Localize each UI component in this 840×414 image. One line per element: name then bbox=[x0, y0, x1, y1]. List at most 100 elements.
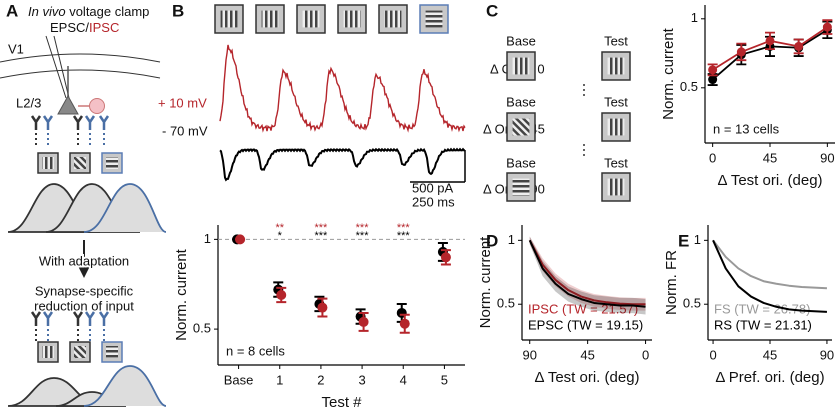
y-tick-label: 1 bbox=[694, 232, 701, 247]
point bbox=[822, 22, 832, 32]
currents-text: EPSC/IPSC bbox=[50, 20, 119, 35]
x-tick-label: 0 bbox=[709, 347, 716, 362]
x-tick-label: 90 bbox=[820, 347, 834, 362]
line bbox=[528, 239, 646, 306]
x-axis-label: Test # bbox=[321, 394, 362, 411]
significance: *** bbox=[356, 222, 370, 234]
y-tick-label: 0.5 bbox=[193, 321, 211, 336]
receptor bbox=[84, 311, 96, 326]
test-label: Test bbox=[604, 33, 628, 48]
grating-stripes bbox=[607, 57, 625, 75]
method: voltage clamp bbox=[69, 4, 149, 19]
x-tick-label: 90 bbox=[820, 150, 834, 165]
cortex-surface bbox=[0, 53, 161, 63]
holding-label: - 70 mV bbox=[162, 123, 208, 138]
panel-label: C bbox=[486, 1, 498, 20]
scale-label: 250 ms bbox=[412, 194, 455, 209]
line bbox=[528, 239, 646, 308]
grating-stripes bbox=[220, 10, 238, 28]
test-label: Test bbox=[604, 155, 628, 170]
arrow-head bbox=[78, 266, 90, 278]
test-label: Test bbox=[604, 94, 628, 109]
result-label: reduction of input bbox=[34, 298, 134, 313]
neuron bbox=[57, 94, 79, 115]
y-axis-label: Norm. FR bbox=[663, 250, 680, 315]
x-tick-label: 0 bbox=[709, 150, 716, 165]
point bbox=[399, 318, 410, 329]
receptors bbox=[30, 115, 110, 146]
point bbox=[235, 234, 246, 245]
grating-stripes bbox=[512, 118, 530, 136]
annotation: n = 8 cells bbox=[226, 343, 285, 358]
y-tick-label: 1 bbox=[204, 231, 211, 246]
x-tick-label: Base bbox=[224, 372, 254, 387]
grating-stripes bbox=[302, 10, 320, 28]
error-band bbox=[529, 236, 646, 311]
point bbox=[765, 36, 775, 46]
grating-stripes bbox=[425, 10, 443, 28]
significance: *** bbox=[314, 222, 328, 234]
receptor bbox=[42, 311, 54, 326]
panel-label: D bbox=[486, 231, 498, 250]
y-tick-label: 0.5 bbox=[497, 296, 515, 311]
line bbox=[712, 239, 827, 313]
interneuron bbox=[89, 98, 105, 114]
base-label: Base bbox=[506, 155, 536, 170]
x-tick-label: 0 bbox=[642, 347, 649, 362]
x-tick-label: 1 bbox=[276, 372, 283, 387]
panel-label: A bbox=[6, 1, 18, 20]
ipsc: IPSC bbox=[89, 20, 119, 35]
x-axis-label: Δ Test ori. (deg) bbox=[717, 172, 822, 189]
electrode bbox=[53, 35, 70, 99]
grating-stripes bbox=[512, 178, 530, 196]
grating-stripes bbox=[512, 57, 530, 75]
significance: *** bbox=[397, 222, 411, 234]
receptor bbox=[84, 115, 96, 130]
grating-stripes bbox=[607, 178, 625, 196]
grating-stripes bbox=[261, 10, 279, 28]
tuning-curve bbox=[83, 183, 167, 233]
grating-stripes bbox=[74, 346, 86, 358]
point bbox=[317, 302, 328, 313]
significance: *** bbox=[397, 230, 411, 242]
method-italic: In vivo bbox=[28, 4, 66, 19]
significance: *** bbox=[356, 230, 370, 242]
point bbox=[794, 41, 804, 51]
annotation: n = 13 cells bbox=[713, 121, 780, 136]
epsc-trace bbox=[219, 147, 465, 182]
grating-stripes bbox=[384, 10, 402, 28]
x-tick-label: 4 bbox=[400, 372, 407, 387]
x-tick-label: 45 bbox=[763, 347, 777, 362]
point bbox=[276, 290, 287, 300]
x-axis-label: Δ Pref. ori. (deg) bbox=[715, 369, 824, 386]
y-axis-label: Norm. current bbox=[173, 248, 190, 341]
y-tick-label: 0.5 bbox=[680, 79, 698, 94]
error-band bbox=[529, 236, 646, 315]
receptor bbox=[30, 115, 42, 130]
x-tick-label: 2 bbox=[317, 372, 324, 387]
grating bbox=[601, 51, 631, 81]
point bbox=[708, 65, 718, 75]
tuning-curve bbox=[83, 365, 167, 407]
x-tick-label: 45 bbox=[763, 150, 777, 165]
holding-label: + 10 mV bbox=[158, 95, 207, 110]
point bbox=[358, 316, 369, 327]
receptor bbox=[98, 311, 110, 326]
receptor bbox=[98, 115, 110, 130]
base-label: Base bbox=[506, 33, 536, 48]
receptors bbox=[30, 311, 110, 342]
significance: * bbox=[278, 230, 283, 242]
y-tick-label: 1 bbox=[691, 10, 698, 25]
receptor bbox=[42, 115, 54, 130]
epsc: EPSC/ bbox=[50, 20, 89, 35]
electrode bbox=[45, 35, 67, 99]
scale-label: 500 pA bbox=[412, 180, 454, 195]
x-tick-label: 5 bbox=[441, 372, 448, 387]
base-label: Base bbox=[506, 94, 536, 109]
receptor bbox=[72, 115, 84, 130]
significance: *** bbox=[314, 230, 328, 242]
panel-label: E bbox=[678, 231, 689, 250]
grating-stripes bbox=[343, 10, 361, 28]
grating-stripes bbox=[106, 346, 118, 358]
